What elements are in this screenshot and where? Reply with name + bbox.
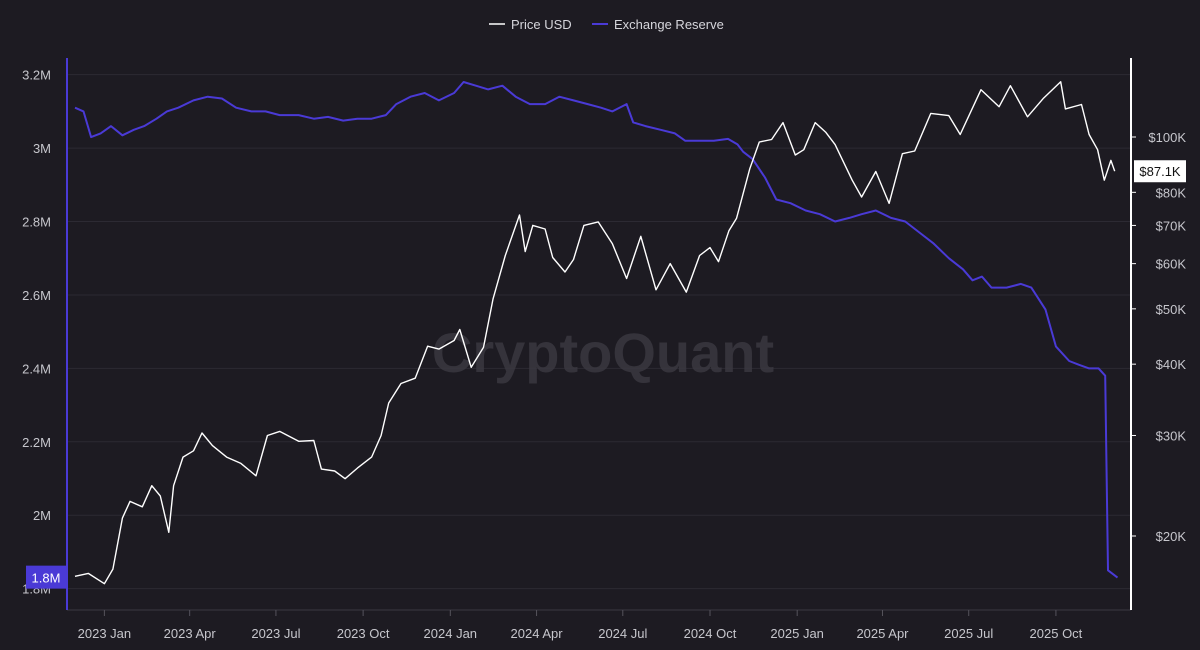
y-right-tick-label: $30K [1156,428,1187,443]
y-left-tick-label: 2.8M [22,215,51,230]
y-right-tick-label: $70K [1156,218,1187,233]
y-left-tick-label: 2M [33,508,51,523]
x-tick-label: 2023 Oct [337,626,390,641]
reserve-current-badge [26,565,66,589]
series-layer [74,80,1119,585]
y-left-tick-label: 2.2M [22,435,51,450]
x-tick-label: 2024 Oct [684,626,737,641]
y-left-tick-label: 3M [33,141,51,156]
axes: 3.2M 3M 2.8M 2.6M 2.4M 2.2M 2M 1.8M 2023 Jan 2023… [22,58,1186,641]
y-right-tick-label: $50K [1156,302,1187,317]
price-current-label: $87.1K [1139,164,1181,179]
x-tick-label: 2023 Jan [78,626,132,641]
series-price-line [74,80,1116,585]
x-tick-label: 2024 Apr [511,626,564,641]
x-tick-label: 2024 Jul [598,626,647,641]
y-right-tick-label: $20K [1156,529,1187,544]
legend-label-price: Price USD [511,17,572,32]
x-tick-label: 2025 Oct [1030,626,1083,641]
price-current-badge [1134,160,1186,183]
y-right-tick-label: $100K [1148,130,1186,145]
legend-item-reserve[interactable]: Exchange Reserve [592,17,724,32]
legend-label-reserve: Exchange Reserve [614,17,724,32]
x-tick-label: 2023 Jul [251,626,300,641]
x-tick-label: 2024 Jan [424,626,478,641]
x-tick-label: 2025 Jan [770,626,824,641]
legend[interactable]: Price USD Exchange Reserve [489,17,724,32]
y-left-tick-label: 2.6M [22,288,51,303]
series-exchange-reserve-line [74,81,1119,579]
y-right-tick-label: $80K [1156,185,1187,200]
y-left-tick-label: 2.4M [22,361,51,376]
x-tick-label: 2023 Apr [164,626,217,641]
x-tick-label: 2025 Jul [944,626,993,641]
reserve-current-label: 1.8M [32,571,61,586]
grid-lines [67,74,1131,590]
watermark-text: CryptoQuant [432,321,774,384]
legend-item-price[interactable]: Price USD [489,17,572,32]
y-left-tick-label: 3.2M [22,68,51,83]
y-right-tick-label: $40K [1156,357,1187,372]
y-right-tick-label: $60K [1156,257,1187,272]
x-tick-label: 2025 Apr [856,626,909,641]
